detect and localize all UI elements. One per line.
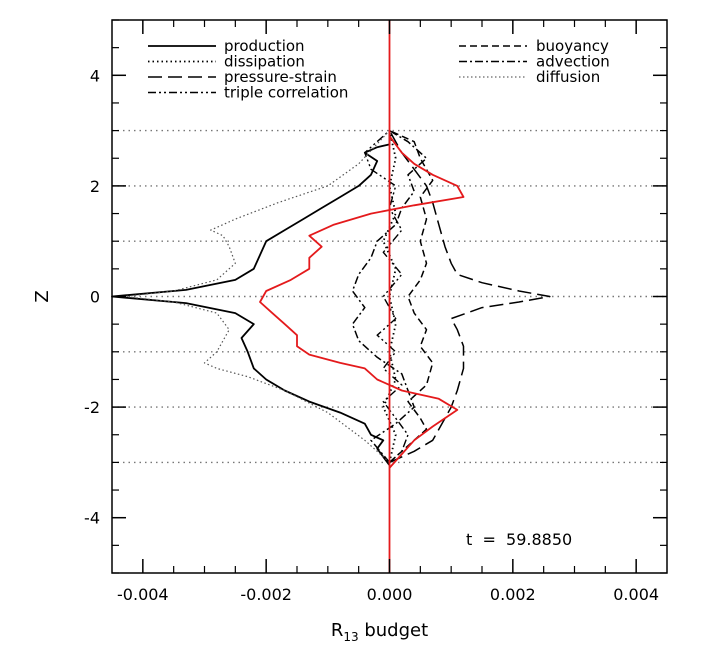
x-axis-label-subscript: 13 xyxy=(343,630,358,644)
series-advection-line xyxy=(351,129,428,463)
x-tick-label: -0.004 xyxy=(117,585,169,604)
series-buoyancy-line xyxy=(388,129,434,463)
series-production-line xyxy=(111,130,391,466)
series-pressure-strain-line xyxy=(388,130,551,464)
x-tick-label: -0.002 xyxy=(240,585,292,604)
x-axis-label-suffix: budget xyxy=(359,620,429,641)
x-tick-label: 0.004 xyxy=(613,585,659,604)
legend-label-buoyancy: buoyancy xyxy=(536,37,609,55)
y-tick-label: 4 xyxy=(90,66,100,85)
x-axis-label: R13 budget xyxy=(331,620,428,644)
series-layer xyxy=(111,20,551,573)
y-tick-label: -2 xyxy=(84,398,100,417)
legend-label-advection: advection xyxy=(536,53,610,71)
y-axis-label: Z xyxy=(32,290,53,302)
legend-label-triple-correlation: triple correlation xyxy=(224,84,348,102)
series-red-7-line xyxy=(259,135,465,469)
series-triple-correlation-line xyxy=(364,130,409,463)
x-axis-label-main: R xyxy=(331,620,344,641)
axis-ticks: -0.004 -0.002 0.000 0.002 0.004 -4 -2 0 2 4 xyxy=(84,19,667,604)
y-tick-label: 0 xyxy=(90,288,100,307)
gridlines xyxy=(112,129,667,464)
series-dissipation-line xyxy=(382,130,397,463)
y-tick-label: 2 xyxy=(90,177,100,196)
y-tick-label: -4 xyxy=(84,509,100,528)
x-tick-label: 0.000 xyxy=(367,585,413,604)
legend-label-diffusion: diffusion xyxy=(536,68,600,86)
legend-label-dissipation: dissipation xyxy=(224,53,305,71)
legend-label-pressure-strain: pressure-strain xyxy=(224,68,337,86)
x-tick-label: 0.002 xyxy=(490,585,536,604)
legend-label-production: production xyxy=(224,37,305,55)
time-annotation: t = 59.8850 xyxy=(466,530,572,549)
legend: productiondissipationpressure-straintrip… xyxy=(148,37,610,102)
